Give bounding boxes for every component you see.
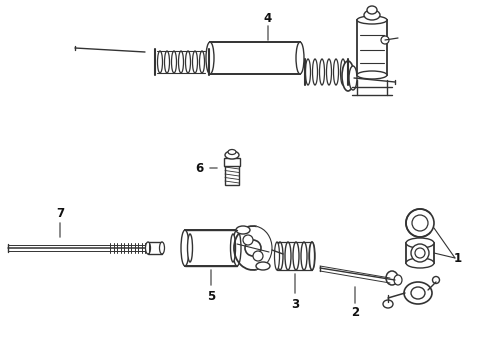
Ellipse shape — [367, 6, 377, 14]
Bar — [225, 165, 239, 185]
Ellipse shape — [165, 51, 170, 73]
Bar — [357, 20, 387, 75]
Ellipse shape — [319, 59, 324, 85]
Ellipse shape — [415, 248, 425, 258]
Ellipse shape — [326, 59, 332, 85]
Ellipse shape — [236, 226, 250, 234]
Ellipse shape — [146, 242, 150, 254]
Ellipse shape — [225, 151, 239, 159]
Ellipse shape — [178, 51, 183, 73]
Ellipse shape — [394, 275, 402, 285]
Ellipse shape — [157, 51, 163, 73]
Bar — [210, 42, 300, 74]
Ellipse shape — [193, 51, 197, 73]
Ellipse shape — [364, 10, 380, 20]
Ellipse shape — [349, 66, 357, 90]
Bar — [224, 158, 240, 166]
Ellipse shape — [334, 59, 339, 85]
Text: 4: 4 — [264, 12, 272, 24]
Ellipse shape — [186, 51, 191, 73]
Bar — [406, 243, 434, 263]
Ellipse shape — [181, 230, 189, 266]
Ellipse shape — [230, 234, 236, 262]
Ellipse shape — [386, 271, 398, 285]
Ellipse shape — [293, 242, 299, 270]
Text: 5: 5 — [207, 289, 215, 302]
Ellipse shape — [411, 287, 425, 299]
Text: 3: 3 — [291, 297, 299, 310]
Ellipse shape — [274, 242, 279, 270]
Text: 2: 2 — [351, 306, 359, 320]
Ellipse shape — [433, 276, 440, 284]
Ellipse shape — [341, 59, 345, 85]
Ellipse shape — [233, 230, 241, 266]
Ellipse shape — [411, 244, 429, 262]
Ellipse shape — [256, 262, 270, 270]
Ellipse shape — [243, 235, 253, 245]
Ellipse shape — [296, 42, 304, 74]
Ellipse shape — [305, 59, 311, 85]
Text: 1: 1 — [454, 252, 462, 265]
Ellipse shape — [199, 51, 204, 73]
Ellipse shape — [277, 242, 283, 270]
Bar — [148, 242, 162, 254]
Circle shape — [406, 209, 434, 237]
Ellipse shape — [357, 71, 387, 79]
Text: 6: 6 — [195, 162, 203, 175]
Ellipse shape — [172, 51, 176, 73]
Ellipse shape — [253, 251, 263, 261]
Ellipse shape — [313, 59, 318, 85]
Ellipse shape — [406, 258, 434, 268]
Ellipse shape — [160, 242, 165, 254]
Ellipse shape — [310, 242, 315, 270]
Ellipse shape — [206, 42, 214, 74]
Text: 7: 7 — [56, 207, 64, 220]
Ellipse shape — [309, 242, 315, 270]
Bar — [185, 230, 237, 266]
Ellipse shape — [342, 61, 354, 91]
Ellipse shape — [188, 234, 193, 262]
Ellipse shape — [228, 149, 236, 154]
Ellipse shape — [406, 238, 434, 248]
Ellipse shape — [285, 242, 291, 270]
Ellipse shape — [404, 282, 432, 304]
Ellipse shape — [301, 242, 307, 270]
Ellipse shape — [357, 16, 387, 24]
Ellipse shape — [245, 240, 261, 256]
Circle shape — [412, 215, 428, 231]
Ellipse shape — [383, 300, 393, 308]
Ellipse shape — [381, 36, 389, 44]
